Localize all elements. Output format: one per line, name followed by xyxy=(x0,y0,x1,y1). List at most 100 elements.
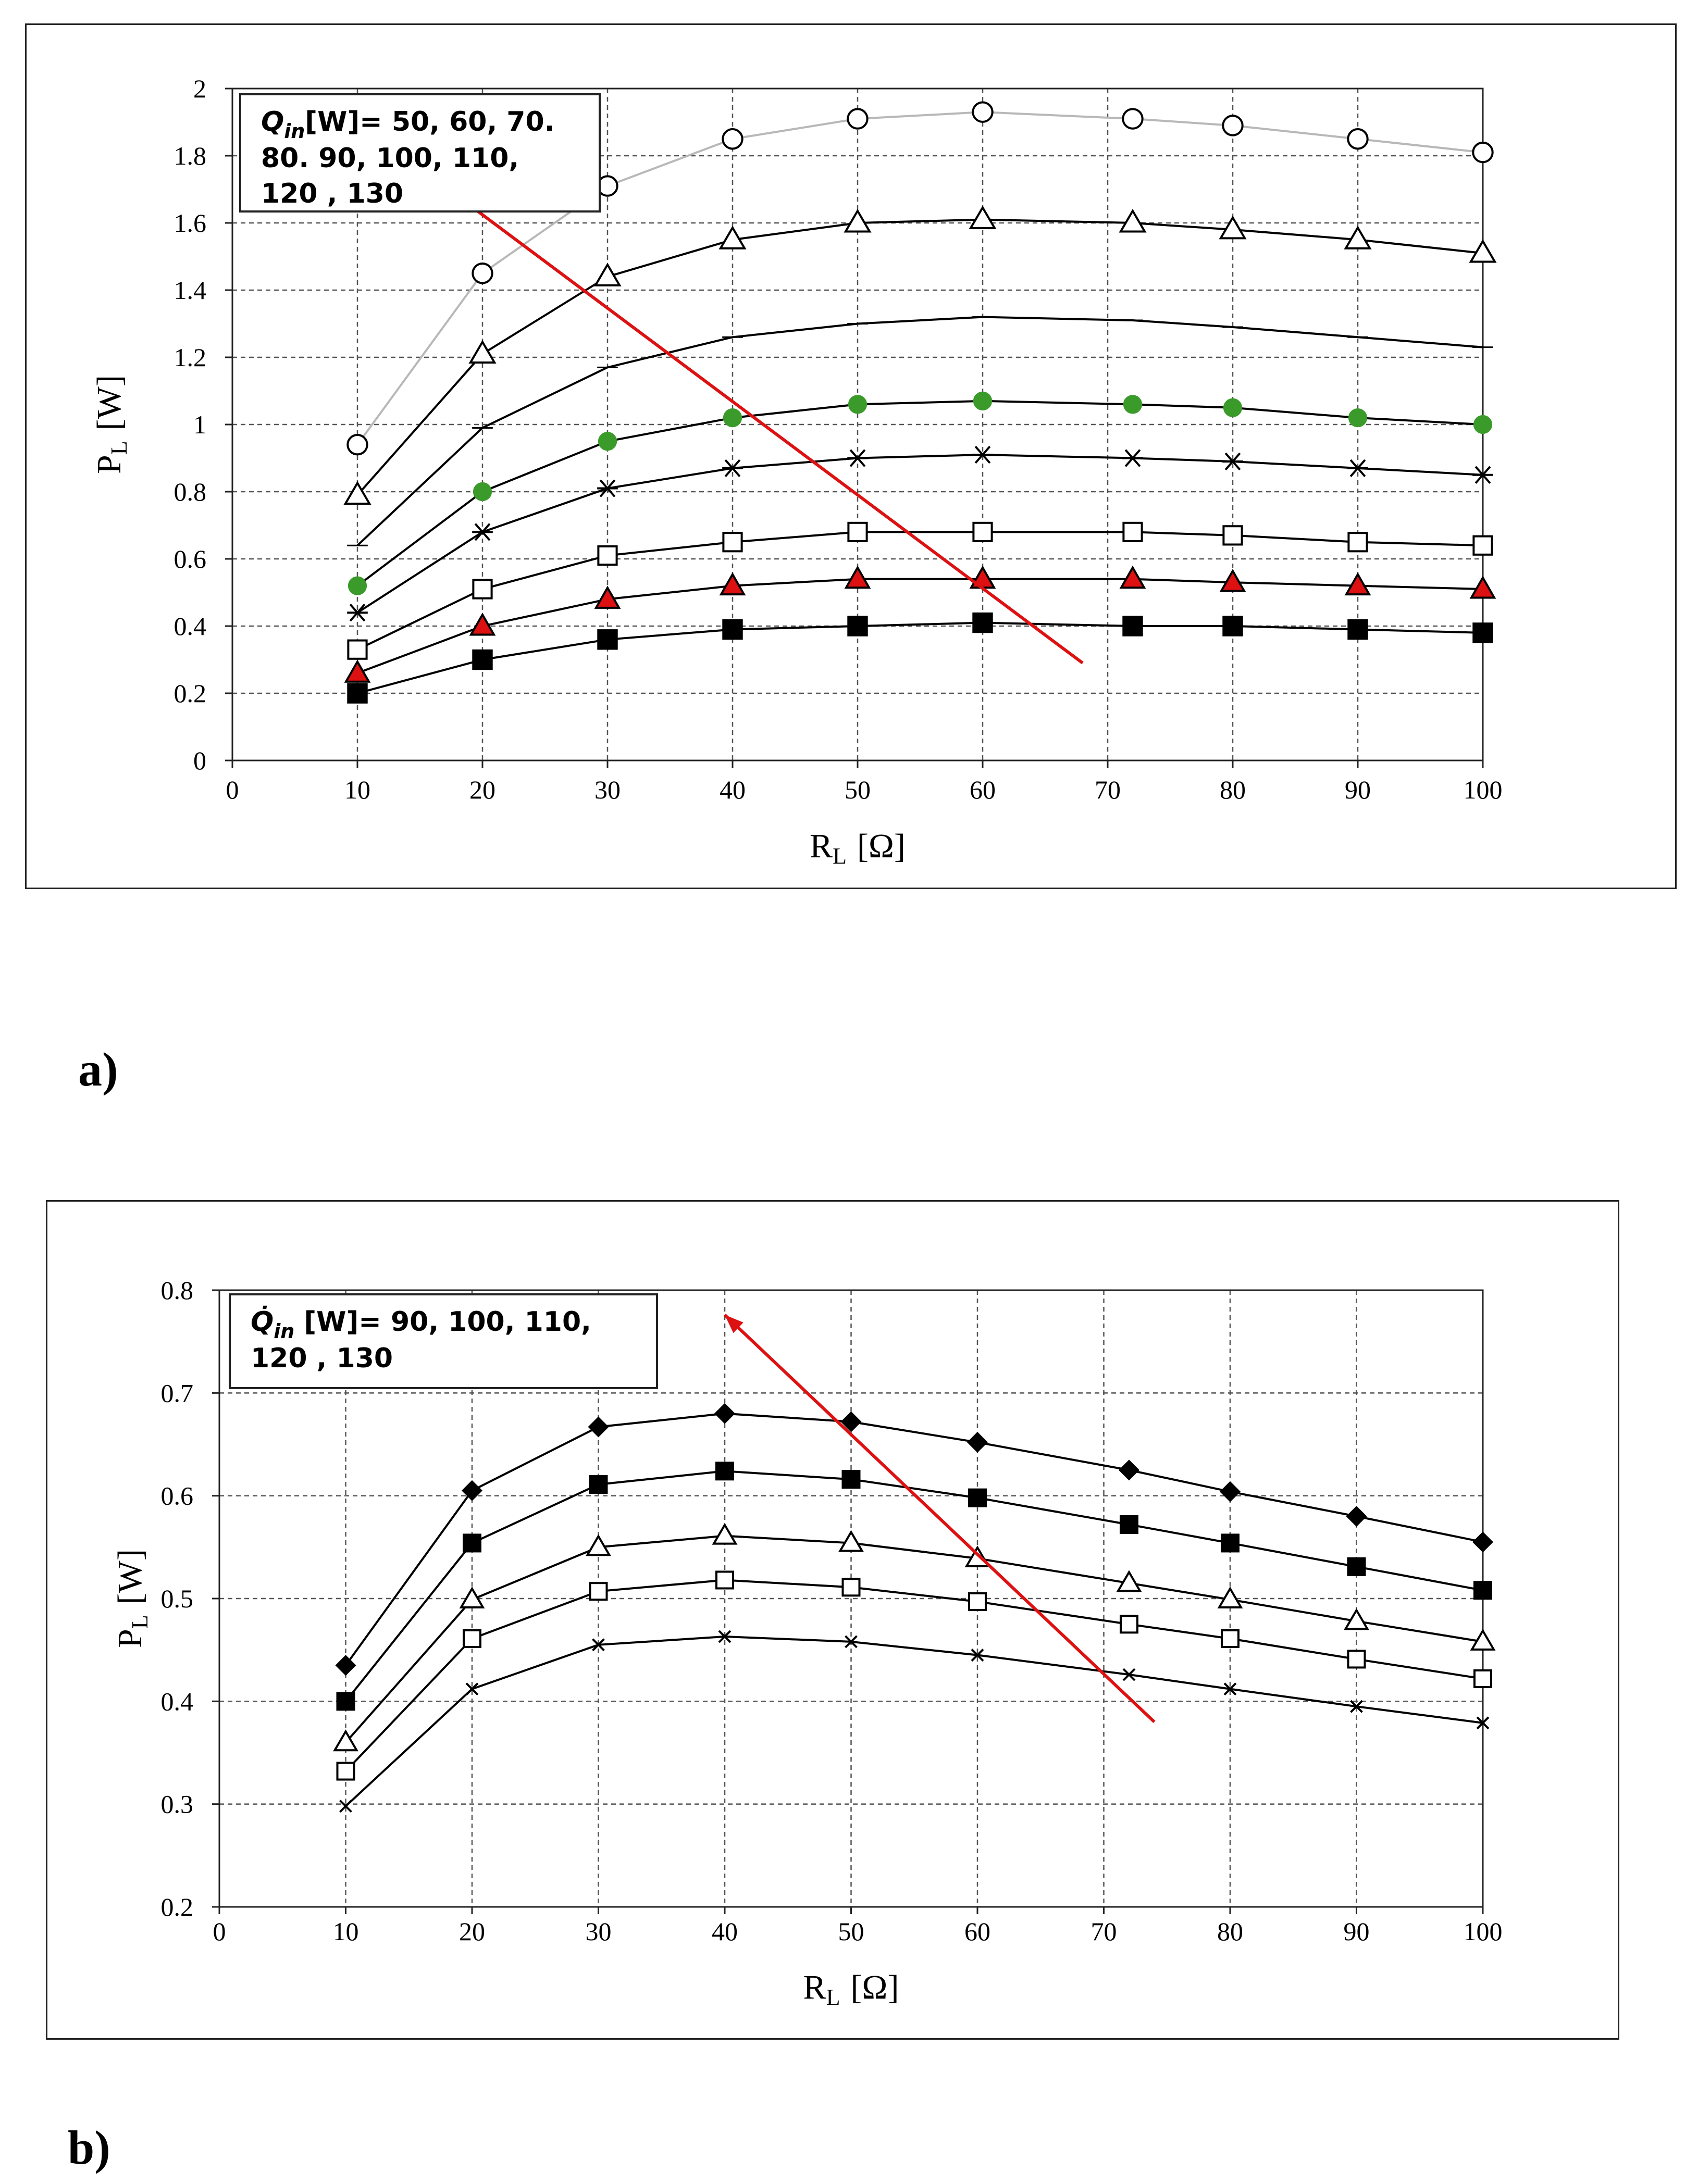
data-point xyxy=(1221,1533,1240,1553)
data-point xyxy=(1119,565,1146,589)
x-tick-label: 50 xyxy=(845,775,871,804)
data-point xyxy=(463,1533,481,1553)
data-point xyxy=(722,459,743,478)
data-point xyxy=(1469,239,1497,263)
data-point xyxy=(1473,415,1493,434)
data-point xyxy=(469,612,496,636)
series-line xyxy=(356,111,1483,445)
data-point xyxy=(1347,1650,1366,1669)
data-point xyxy=(968,1488,987,1507)
data-point xyxy=(1219,569,1246,592)
x-tick-label: 90 xyxy=(1344,1917,1370,1946)
data-point xyxy=(592,1638,605,1652)
chart-panel-a: 0 10 20 30 40 50 60 70 80 90 100 0 0.2 0.4 0.6 0.8 1 1.2 1… xyxy=(25,23,1677,889)
data-point xyxy=(971,1649,984,1662)
y-tick-label: 2 xyxy=(193,74,206,103)
data-point xyxy=(847,449,868,467)
data-point xyxy=(462,1480,482,1501)
y-tick-label: 0.4 xyxy=(161,1687,194,1716)
series-60 xyxy=(347,612,1493,704)
data-point xyxy=(594,585,621,609)
data-point xyxy=(967,1432,988,1453)
data-point xyxy=(588,1416,609,1438)
data-point xyxy=(1472,1531,1493,1553)
data-point xyxy=(972,101,994,123)
x-tick-label: 40 xyxy=(712,1917,738,1946)
data-point xyxy=(972,521,993,542)
data-point xyxy=(1472,466,1493,484)
data-point xyxy=(714,1403,735,1424)
x-tick-label: 80 xyxy=(1220,775,1246,804)
series-130 xyxy=(346,101,1494,456)
data-point xyxy=(1347,1557,1366,1576)
y-tick-label: 0.8 xyxy=(161,1276,194,1305)
y-tick-label: 0.3 xyxy=(161,1790,194,1819)
caption-b: b) xyxy=(68,2121,110,2174)
data-point xyxy=(1119,1459,1139,1481)
series-110 xyxy=(333,1522,1496,1752)
x-tick-label: 90 xyxy=(1345,775,1371,804)
x-tick-label: 50 xyxy=(838,1917,864,1946)
data-point xyxy=(346,434,368,456)
x-tick-label: 60 xyxy=(970,775,996,804)
series-90 xyxy=(347,445,1493,622)
x-tick-label: 10 xyxy=(344,775,370,804)
data-point xyxy=(1347,532,1368,553)
x-tick-label: 0 xyxy=(226,775,239,804)
y-tick-label: 0.5 xyxy=(161,1584,194,1613)
series-100 xyxy=(348,391,1493,595)
data-point xyxy=(593,263,622,286)
data-point xyxy=(597,545,618,566)
data-point xyxy=(1347,619,1368,640)
series-line xyxy=(345,1534,1483,1743)
data-point xyxy=(969,205,997,230)
data-point xyxy=(1123,395,1143,414)
data-point xyxy=(472,523,493,541)
y-tick-label: 1.2 xyxy=(174,343,207,372)
series-110 xyxy=(347,316,1493,546)
data-point xyxy=(712,1522,738,1545)
data-point xyxy=(1120,1515,1138,1534)
arrow-shaft xyxy=(456,194,1084,665)
data-point xyxy=(597,479,618,497)
arrow-shaft xyxy=(723,1314,1156,1723)
data-point xyxy=(1116,1570,1142,1592)
data-point xyxy=(1122,1668,1136,1681)
legend-note: Q̇in [W]= 90, 100, 110,120 , 130 xyxy=(229,1293,658,1389)
data-point xyxy=(1217,1587,1243,1608)
y-tick-label: 1.6 xyxy=(174,208,207,238)
series-line xyxy=(356,400,1483,587)
arrow-head xyxy=(725,1315,743,1333)
ticks: 0 10 20 30 40 50 60 70 80 90 100 0 0.2 0.4 0.6 0.8 1 1.2 1… xyxy=(174,74,1503,804)
data-point xyxy=(844,208,872,233)
y-axis-title: PL[W] xyxy=(111,1549,153,1648)
series-line xyxy=(345,1636,1483,1807)
data-point xyxy=(1122,521,1143,542)
data-point xyxy=(715,1570,734,1590)
data-point xyxy=(841,1470,861,1489)
data-point xyxy=(597,629,618,650)
data-point xyxy=(333,1729,358,1752)
chart-a: 0 10 20 30 40 50 60 70 80 90 100 0 0.2 0.4 0.6 0.8 1 1.2 1… xyxy=(90,74,1503,869)
x-tick-label: 100 xyxy=(1464,1917,1503,1946)
series-120 xyxy=(336,1462,1492,1711)
y-tick-label: 1 xyxy=(193,410,206,439)
data-point xyxy=(336,1692,355,1711)
y-tick-label: 0 xyxy=(193,746,206,775)
legend-box xyxy=(239,93,601,213)
series-100 xyxy=(336,1570,1492,1781)
data-point xyxy=(972,445,993,464)
data-point xyxy=(1122,616,1143,637)
series-line xyxy=(344,1412,1483,1666)
data-point xyxy=(1476,1716,1490,1730)
series-130 xyxy=(335,1403,1493,1676)
data-point xyxy=(1344,226,1372,249)
data-point xyxy=(598,432,617,451)
legend-line-2: 80. 90, 100, 110, xyxy=(261,143,519,174)
data-point xyxy=(845,1635,858,1649)
data-point xyxy=(1473,1669,1492,1688)
data-point xyxy=(1344,572,1371,596)
direction-arrow xyxy=(723,1314,1156,1723)
y-tick-label: 0.2 xyxy=(174,679,207,708)
data-point xyxy=(1347,128,1369,150)
